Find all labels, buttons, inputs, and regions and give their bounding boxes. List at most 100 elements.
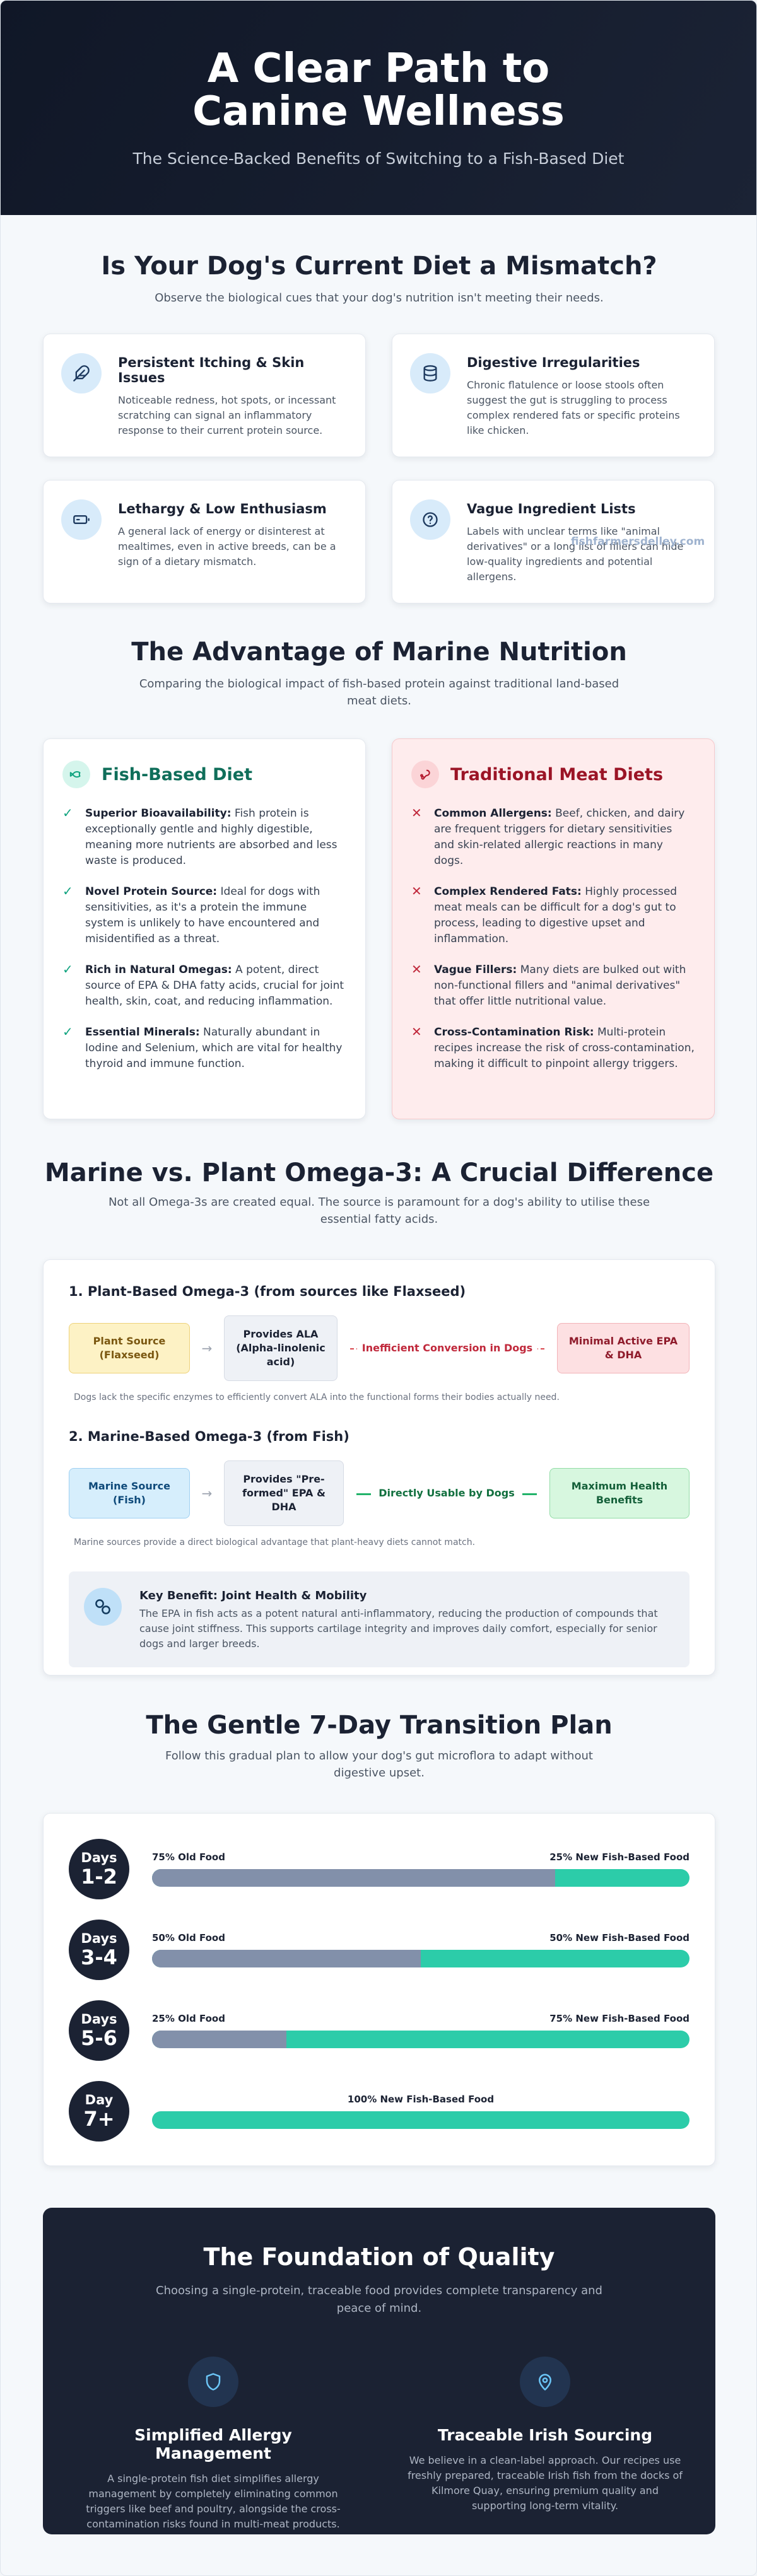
mismatch-card-text: Chronic flatulence or loose stools often… [467,379,680,436]
plant-omega-note: Dogs lack the specific enzymes to effici… [74,1392,560,1402]
plant-omega-heading: 1. Plant-Based Omega-3 (from sources lik… [69,1284,466,1299]
stage-row: Days 1-2 75% Old Food 25% New Fish-Based F… [69,1839,690,1899]
foundation-column-title: Simplified Allergy Management [134,2426,292,2462]
plant-source-box: Plant Source (Flaxseed) [69,1323,190,1373]
day-range: 3-4 [81,1945,117,1969]
meat-icon [411,761,439,788]
foundation-column: Traceable Irish Sourcing We believe in a… [406,2357,684,2532]
mix-progress-bar [152,2111,690,2129]
key-benefit-box: Key Benefit: Joint Health & Mobility The… [69,1571,690,1667]
check-icon: ✓ [62,805,73,820]
marine-omega-heading: 2. Marine-Based Omega-3 (from Fish) [69,1429,349,1444]
cross-icon: ✕ [411,1024,422,1039]
meat-diet-title: Traditional Meat Diets [450,764,664,784]
item-label: Cross-Contamination Risk: [434,1026,594,1039]
hero-banner: A Clear Path to Canine Wellness The Scie… [1,1,756,215]
question-icon [410,499,450,540]
fish-icon [62,761,90,788]
hero-subtitle: The Science-Backed Benefits of Switching… [132,149,625,168]
mismatch-card-title: Lethargy & Low Enthusiasm [118,501,327,516]
fish-diet-title: Fish-Based Diet [102,764,252,784]
check-icon: ✓ [62,883,73,899]
direct-use-connector: Directly Usable by Dogs [344,1486,549,1500]
arrow-right-icon: → [201,1341,213,1356]
watermark: fishfarmersdelley.com [571,535,705,548]
check-icon: ✓ [62,962,73,977]
mismatch-card-title: Persistent Itching & Skin Issues [118,355,305,385]
omega-card: 1. Plant-Based Omega-3 (from sources lik… [43,1259,715,1676]
cross-icon: ✕ [411,805,422,820]
shield-icon [188,2357,238,2407]
omega-subtitle: Not all Omega-3s are created equal. The … [108,1196,650,1226]
mismatch-card-lethargy: Lethargy & Low Enthusiasm A general lack… [43,480,366,603]
connector-label: Directly Usable by Dogs [371,1486,522,1500]
marine-omega-note: Marine sources provide a direct biologic… [74,1537,476,1547]
advantage-title: The Advantage of Marine Nutrition [131,638,627,667]
connector-label: Inefficient Conversion in Dogs [356,1341,538,1355]
meat-diet-card: Traditional Meat Diets ✕ Common Allergens… [392,738,715,1119]
check-icon: ✓ [62,1024,73,1039]
mismatch-card-ingredients: Vague Ingredient Lists Labels with uncle… [392,480,715,603]
foundation-column: Simplified Allergy Management A single-p… [74,2357,352,2532]
mismatch-card-itching: Persistent Itching & Skin Issues Noticea… [43,334,366,457]
foundation-subtitle: Choosing a single-protein, traceable foo… [156,2284,602,2315]
old-food-fill [152,2031,286,2048]
fish-benefit-list: ✓ Superior Bioavailability: Fish protein … [62,805,346,1072]
marine-source-box: Marine Source (Fish) [69,1468,190,1518]
list-item: ✓ Novel Protein Source: Ideal for dogs wi… [62,883,346,947]
meat-drawback-list: ✕ Common Allergens: Beef, chicken, and da… [411,805,695,1072]
plan-header: The Gentle 7-Day Transition Plan Follow … [1,1711,756,1781]
item-label: Complex Rendered Fats: [434,885,582,898]
old-food-fill [152,1869,555,1887]
inefficient-conversion-connector: Inefficient Conversion in Dogs [337,1341,557,1355]
database-icon [410,353,450,393]
mismatch-card-text: Labels with unclear terms like "animal d… [467,525,684,583]
key-benefit-text: The EPA in fish acts as a potent natural… [139,1607,658,1650]
marine-omega-flow: Marine Source (Fish) → Provides "Pre-for… [69,1460,690,1526]
day-range: 1-2 [81,1865,117,1889]
foundation-column-text: We believe in a clean-label approach. Ou… [408,2454,683,2512]
mismatch-card-text: A general lack of energy or disinterest … [118,525,336,568]
old-food-label: 50% Old Food [152,1932,225,1944]
stage-row: Days 5-6 25% Old Food 75% New Fish-Based F… [69,2000,690,2061]
mismatch-title: Is Your Dog's Current Diet a Mismatch? [101,252,657,281]
list-item: ✓ Superior Bioavailability: Fish protein … [62,805,346,869]
day-badge: Day 7+ [69,2081,129,2142]
item-text: Naturally abundant in Iodine and Seleniu… [85,1026,343,1070]
stage-row: Day 7+ 100% New Fish-Based Food [69,2081,690,2142]
old-food-label: 75% Old Food [152,1851,225,1863]
cross-icon: ✕ [411,962,422,977]
stage-row: Days 3-4 50% Old Food 50% New Fish-Based F… [69,1920,690,1980]
day-word: Day [85,2092,114,2107]
mismatch-card-title: Vague Ingredient Lists [467,501,636,516]
mismatch-subtitle: Observe the biological cues that your do… [155,291,604,305]
foundation-panel: The Foundation of Quality Choosing a sin… [43,2208,715,2534]
day-word: Days [81,2012,117,2027]
foundation-column-text: A single-protein fish diet simplifies al… [86,2473,341,2530]
item-text: Many diets are bulked out with non-funct… [434,964,686,1008]
mismatch-card-title: Digestive Irregularities [467,355,640,370]
mismatch-card-digestive: Digestive Irregularities Chronic flatule… [392,334,715,457]
fish-diet-card: Fish-Based Diet ✓ Superior Bioavailabilit… [43,738,366,1119]
item-label: Superior Bioavailability: [85,807,232,820]
omega-header: Marine vs. Plant Omega-3: A Crucial Diff… [1,1158,756,1228]
new-food-label: 75% New Fish-Based Food [549,2013,690,2024]
foundation-title: The Foundation of Quality [203,2243,555,2271]
list-item: ✕ Cross-Contamination Risk: Multi-protein… [411,1024,695,1072]
day-badge: Days 5-6 [69,2000,129,2061]
plant-omega-flow: Plant Source (Flaxseed) → Provides ALA (… [69,1315,690,1381]
day-word: Days [81,1931,117,1946]
transition-plan-card: Days 1-2 75% Old Food 25% New Fish-Based F… [43,1813,715,2166]
item-text: Ideal for dogs with sensitivities, as it… [85,885,320,945]
mix-progress-bar [152,1869,690,1887]
mismatch-header: Is Your Dog's Current Diet a Mismatch? O… [1,252,756,306]
new-food-label: 25% New Fish-Based Food [549,1851,690,1863]
item-label: Essential Minerals: [85,1026,200,1039]
item-label: Vague Fillers: [434,964,517,976]
item-text: Multi-protein recipes increase the risk … [434,1026,695,1070]
feather-icon [61,353,102,393]
omega-title: Marine vs. Plant Omega-3: A Crucial Diff… [44,1158,714,1187]
item-text: Fish protein is exceptionally gentle and… [85,807,337,867]
item-text: A potent, direct source of EPA & DHA fat… [85,964,344,1008]
